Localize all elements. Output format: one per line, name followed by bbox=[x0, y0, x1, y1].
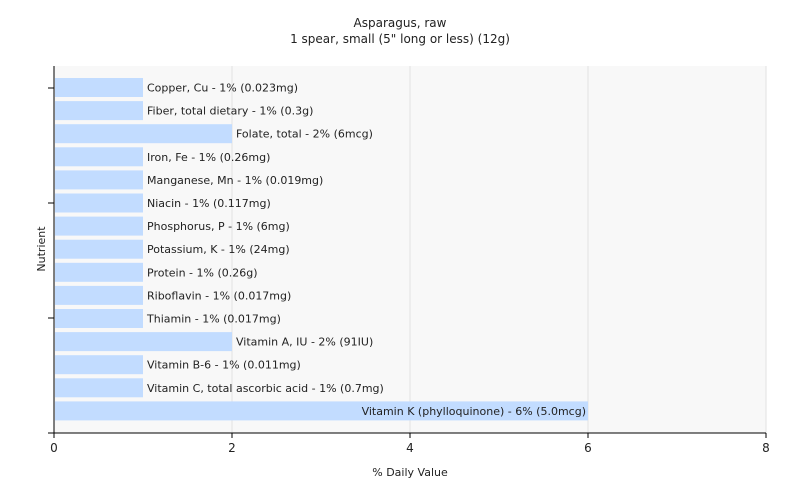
x-tick-label: 0 bbox=[50, 441, 58, 455]
bar bbox=[55, 147, 143, 167]
bar bbox=[55, 285, 143, 305]
bar bbox=[55, 239, 143, 259]
chart-subtitle: 1 spear, small (5" long or less) (12g) bbox=[290, 32, 510, 46]
bar bbox=[55, 401, 588, 421]
bar-label: Protein - 1% (0.26g) bbox=[147, 266, 258, 279]
y-axis-title: Nutrient bbox=[35, 226, 48, 272]
bar bbox=[55, 193, 143, 213]
bar bbox=[55, 309, 143, 328]
x-tick-label: 6 bbox=[584, 441, 592, 455]
axes: 0 2 4 6 8 bbox=[48, 66, 770, 455]
bar-label: Potassium, K - 1% (24mg) bbox=[147, 243, 290, 256]
x-axis-title: % Daily Value bbox=[372, 466, 448, 479]
bar-label: Vitamin A, IU - 2% (91IU) bbox=[236, 336, 373, 349]
x-tick-label: 8 bbox=[762, 441, 770, 455]
x-tick-label: 2 bbox=[228, 441, 236, 455]
bar bbox=[55, 262, 143, 282]
bar-label: Manganese, Mn - 1% (0.019mg) bbox=[147, 174, 323, 187]
bar bbox=[55, 378, 143, 398]
bar bbox=[55, 101, 143, 121]
x-tick-label: 4 bbox=[406, 441, 414, 455]
bar-label: Riboflavin - 1% (0.017mg) bbox=[147, 289, 291, 302]
bar-label: Copper, Cu - 1% (0.023mg) bbox=[147, 82, 298, 95]
bar-label: Folate, total - 2% (6mcg) bbox=[236, 128, 373, 141]
bar-label: Vitamin K (phylloquinone) - 6% (5.0mcg) bbox=[362, 405, 586, 418]
bar-label: Iron, Fe - 1% (0.26mg) bbox=[147, 151, 270, 164]
bar bbox=[55, 216, 143, 236]
bar bbox=[55, 170, 143, 190]
bar bbox=[55, 124, 232, 144]
bar bbox=[55, 332, 232, 352]
bar bbox=[55, 78, 143, 97]
chart-title: Asparagus, raw bbox=[353, 16, 447, 30]
bar bbox=[55, 355, 143, 375]
bar-label: Vitamin C, total ascorbic acid - 1% (0.7… bbox=[147, 382, 384, 395]
bar-label: Niacin - 1% (0.117mg) bbox=[147, 197, 271, 210]
bar-label: Vitamin B-6 - 1% (0.011mg) bbox=[147, 359, 301, 372]
bar-label: Thiamin - 1% (0.017mg) bbox=[146, 313, 281, 326]
bar-label: Fiber, total dietary - 1% (0.3g) bbox=[147, 105, 313, 118]
bar-label: Phosphorus, P - 1% (6mg) bbox=[147, 220, 290, 233]
bars-group: Copper, Cu - 1% (0.023mg) Fiber, total di… bbox=[55, 78, 588, 421]
